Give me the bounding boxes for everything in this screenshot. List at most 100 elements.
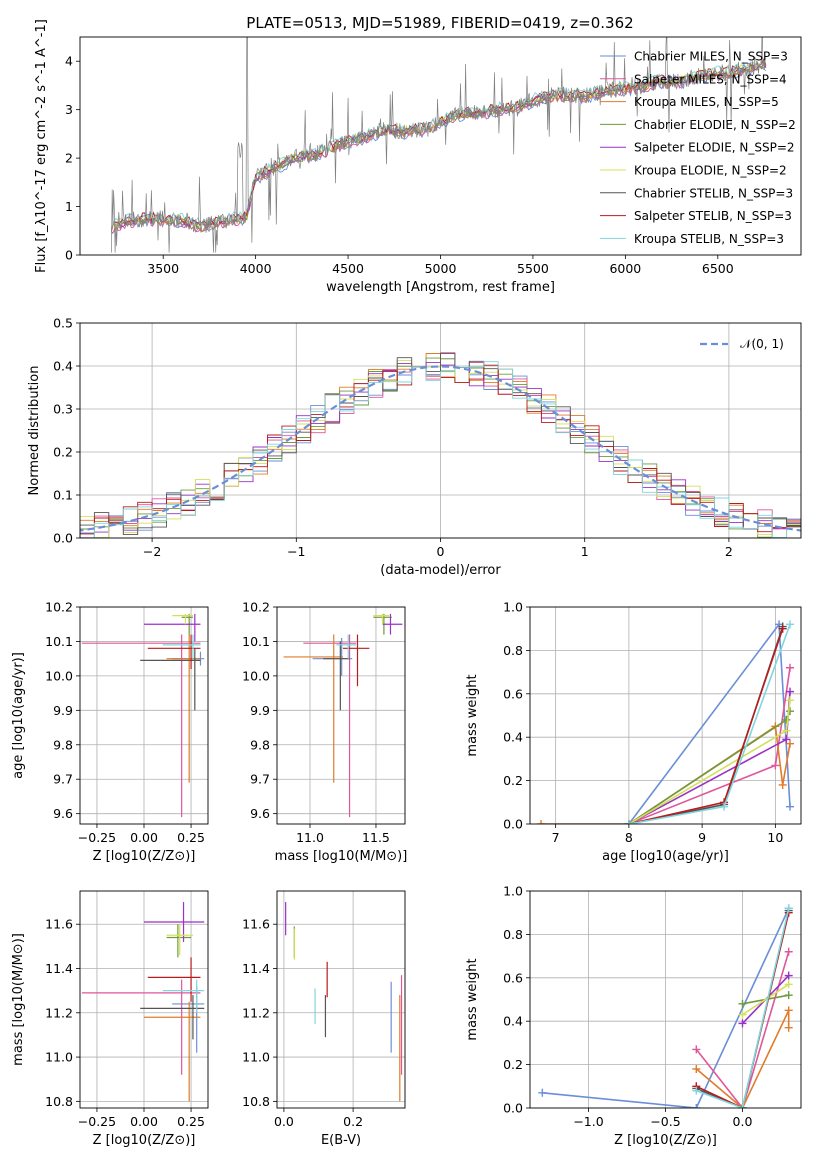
panel-weight_vs_age: 7 8 9 10 0.0 0.2 0.4 0.6 0.8 1.0 age [log10(age/yr… — [465, 600, 802, 864]
legend-entry: Salpeter ELODIE, N_SSP=2 — [634, 141, 795, 155]
axes-frame — [79, 890, 209, 1109]
x-tick-label: 10 — [767, 830, 783, 845]
weight-point-marker — [692, 1086, 701, 1095]
x-tick-label: 0.0 — [733, 1114, 753, 1129]
y-tick-label: 9.7 — [250, 772, 270, 787]
x-tick-label: −0.25 — [78, 1114, 116, 1129]
x-tick-label: 2 — [725, 544, 733, 559]
y-axis-label: Flux [f_λ10^-17 erg cm^-2 s^-1 A^-1] — [34, 19, 49, 273]
x-tick-label: 0.0 — [274, 1114, 294, 1129]
x-tick-label: 0.00 — [130, 1114, 158, 1129]
x-tick-label: 3500 — [147, 261, 179, 276]
x-tick-label: 0.25 — [177, 830, 205, 845]
y-tick-label: 0.0 — [53, 531, 73, 546]
weight-series-line — [628, 691, 791, 824]
y-tick-label: 11.4 — [45, 961, 73, 976]
weight-series-line — [628, 628, 784, 824]
weight-point-marker — [784, 947, 793, 956]
x-tick-label: 4500 — [332, 261, 364, 276]
y-tick-label: 2 — [65, 151, 73, 166]
plot-area — [80, 323, 801, 538]
panel-weight_vs_Z: −1.0 −0.5 0.0 0.0 0.2 0.4 0.6 0.8 1.0 Z [log10(Z/… — [465, 884, 802, 1148]
x-tick-label: −1.0 — [573, 1114, 603, 1129]
weight-point-marker — [771, 761, 780, 770]
x-tick-label: 8 — [625, 830, 633, 845]
panel-residual_histogram: −2 −1 0 1 2 0.0 0.1 0.2 0.3 0.4 0.5 (data-model)/er… — [27, 316, 802, 578]
weight-series-line — [628, 624, 791, 824]
weight-point-marker — [738, 1104, 747, 1108]
weight-point-marker — [786, 696, 795, 705]
legend-entry: 𝒩(0, 1) — [740, 337, 784, 351]
weight-point-marker — [782, 726, 791, 735]
plot-area — [80, 891, 208, 1108]
y-tick-label: 10.2 — [45, 600, 73, 615]
x-tick-label: 5000 — [425, 261, 457, 276]
x-axis-label: age [log10(age/yr)] — [602, 849, 729, 864]
y-tick-label: 11.2 — [45, 1005, 73, 1020]
y-tick-label: 10.8 — [242, 1094, 270, 1109]
y-tick-label: 0.4 — [503, 730, 523, 745]
legend-entry: Salpeter STELIB, N_SSP=3 — [634, 209, 792, 223]
plot-area — [110, 37, 767, 253]
y-tick-label: 1 — [65, 199, 73, 214]
y-axis-label: Normed distribution — [27, 366, 42, 496]
weight-series-line — [542, 908, 790, 1108]
y-tick-label: 11.6 — [45, 917, 73, 932]
y-tick-label: 0.2 — [503, 1057, 523, 1072]
x-axis-label: Z [log10(Z/Z⊙)] — [93, 849, 196, 864]
y-tick-label: 9.9 — [53, 703, 73, 718]
weight-point-marker — [782, 715, 791, 724]
x-tick-label: 0.00 — [130, 830, 158, 845]
weight-point-marker — [692, 1064, 701, 1073]
weight-point-marker — [784, 1023, 793, 1032]
axes-frame — [529, 890, 802, 1109]
x-tick-label: 11.0 — [296, 830, 324, 845]
weight-point-marker — [784, 991, 793, 1000]
plot-area — [277, 607, 405, 824]
x-tick-label: 11.5 — [362, 830, 390, 845]
residual-histogram-step — [80, 361, 801, 538]
y-tick-label: 0.2 — [503, 773, 523, 788]
x-tick-label: 4000 — [240, 261, 272, 276]
y-tick-label: 9.8 — [53, 737, 73, 752]
weight-point-marker — [786, 739, 795, 748]
y-tick-label: 0.0 — [503, 817, 523, 832]
observed-spectrum-line — [111, 37, 767, 253]
weight-point-marker — [738, 1010, 747, 1019]
y-tick-label: 1.0 — [503, 600, 523, 615]
y-tick-label: 0 — [65, 248, 73, 263]
legend-entry: Chabrier MILES, N_SSP=3 — [634, 50, 788, 64]
weight-series-line — [628, 622, 791, 824]
weight-point-marker — [738, 1019, 747, 1028]
weight-point-marker — [738, 999, 747, 1008]
weight-point-marker — [786, 707, 795, 716]
y-tick-label: 10.1 — [45, 634, 73, 649]
figure-title: PLATE=0513, MJD=51989, FIBERID=0419, z=0… — [246, 14, 633, 32]
y-tick-label: 0.0 — [503, 1101, 523, 1116]
y-tick-label: 9.6 — [53, 806, 73, 821]
x-tick-label: −1 — [287, 544, 305, 559]
x-tick-label: 5500 — [517, 261, 549, 276]
weight-point-marker — [784, 904, 793, 913]
y-tick-label: 0.6 — [503, 970, 523, 985]
weight-point-marker — [692, 1045, 701, 1054]
y-tick-label: 1.0 — [503, 884, 523, 899]
weight-series-line — [695, 1010, 790, 1108]
panel-mass_vs_EBV: 0.0 0.2 10.8 11.0 11.2 11.4 11.6 E(B-V) — [242, 890, 406, 1148]
y-tick-label: 11.2 — [242, 1005, 270, 1020]
weight-series-line — [695, 951, 790, 1108]
y-tick-label: 0.4 — [53, 359, 73, 374]
weight-point-marker — [786, 620, 795, 629]
weight-point-marker — [782, 735, 791, 744]
y-tick-label: 11.0 — [242, 1050, 270, 1065]
weight-series-line — [696, 908, 790, 1108]
legend-entry: Kroupa ELODIE, N_SSP=2 — [634, 164, 787, 178]
weight-point-marker — [786, 663, 795, 672]
y-tick-label: 10.2 — [242, 600, 270, 615]
y-tick-label: 9.6 — [250, 806, 270, 821]
weight-point-marker — [692, 1104, 701, 1108]
x-tick-label: −0.25 — [78, 830, 116, 845]
axes-frame — [79, 606, 209, 825]
y-axis-label: mass [log10(M/M⊙)] — [11, 933, 26, 1066]
